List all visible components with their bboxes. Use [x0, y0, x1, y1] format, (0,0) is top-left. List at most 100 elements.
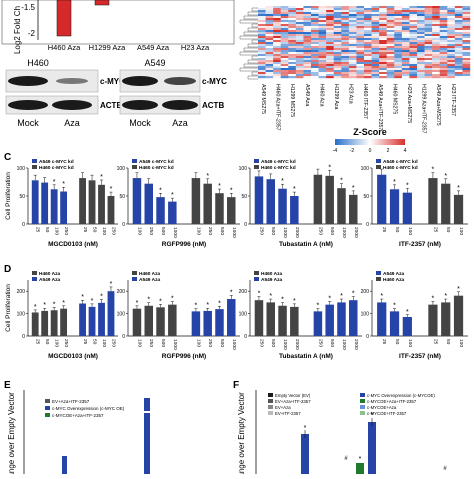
- heatmap-cell: [364, 8, 372, 11]
- heatmap-cell: [288, 48, 297, 51]
- heatmap-cell: [326, 34, 334, 37]
- heatmap-cell: [424, 52, 433, 55]
- heatmap-cell: [432, 28, 440, 31]
- heatmap-cell: [379, 42, 387, 45]
- significance-star: *: [444, 173, 447, 180]
- heatmap-cell: [295, 26, 304, 29]
- x-tick-label: 250: [317, 227, 323, 235]
- heatmap-cell: [303, 36, 312, 39]
- heatmap-cell: [341, 30, 350, 33]
- heatmap-cell: [401, 60, 410, 63]
- panel-f: Change over Empty Vector Empty Vector (E…: [237, 390, 447, 479]
- heatmap-cell: [447, 12, 456, 15]
- heatmap-cell: [379, 16, 387, 19]
- heatmap-cell: [432, 72, 440, 75]
- heatmap-cell: [265, 6, 274, 9]
- heatmap-cell: [280, 10, 289, 13]
- heatmap-cell: [348, 44, 357, 47]
- heatmap-cell: [401, 48, 410, 51]
- heatmap-cell: [462, 18, 471, 21]
- heatmap-cell: [417, 66, 425, 69]
- dendrogram-branch: [243, 63, 258, 68]
- bar: [441, 183, 451, 224]
- heatmap-cell: [311, 36, 319, 39]
- heatmap-cell: [265, 34, 274, 37]
- heatmap-cell: [341, 52, 350, 55]
- heatmap-cell: [258, 52, 266, 55]
- heatmap-cell: [303, 72, 312, 75]
- dendrogram-branch: [251, 39, 258, 44]
- heatmap-cell: [371, 46, 380, 49]
- heatmap-cell: [356, 52, 365, 55]
- heatmap-cell: [295, 14, 304, 17]
- heatmap-cell: [439, 30, 448, 33]
- heatmap-cell: [333, 26, 342, 29]
- x-axis-label: ITF-2357 (nM): [399, 353, 441, 360]
- heatmap-column-label: H460 Aza: [318, 84, 324, 107]
- heatmap-cell: [303, 58, 312, 61]
- heatmap-cell: [318, 24, 327, 27]
- heatmap-cell: [447, 32, 456, 35]
- heatmap-cell: [318, 20, 327, 23]
- significance-star: *: [340, 293, 343, 300]
- heatmap-cell: [394, 40, 403, 43]
- heatmap-cell: [462, 74, 471, 77]
- heatmap-cell: [356, 58, 365, 61]
- heatmap-cell: [409, 18, 418, 21]
- bar: [349, 194, 358, 224]
- heatmap-cell: [326, 40, 334, 43]
- y-axis-label: Cell Proliferation: [5, 172, 12, 220]
- heatmap-cell: [439, 64, 448, 67]
- heatmap-cell: [379, 34, 387, 37]
- legend-label: H460 c-MYC kd: [39, 165, 74, 171]
- heatmap-cell: [356, 30, 365, 33]
- blot-protein-label: ACTB: [100, 101, 122, 110]
- heatmap-cell: [409, 28, 418, 31]
- heatmap-cell: [379, 60, 387, 63]
- heatmap-cell: [424, 48, 433, 51]
- heatmap-cell: [348, 62, 357, 65]
- heatmap-cell: [303, 26, 312, 29]
- heatmap-cell: [462, 8, 471, 11]
- significance-star: *: [110, 186, 113, 193]
- heatmap-cell: [295, 16, 304, 19]
- heatmap-cell: [462, 70, 471, 73]
- heatmap-cell: [348, 72, 357, 75]
- heatmap-cell: [432, 54, 440, 57]
- heatmap-cell: [462, 44, 471, 47]
- heatmap-cell: [273, 14, 281, 17]
- bar: [254, 300, 264, 336]
- legend-label: H460 c-MYC kd: [383, 165, 418, 171]
- heatmap-cell: [394, 32, 403, 35]
- heatmap-cell: [288, 72, 297, 75]
- x-tick-label: 500: [160, 227, 166, 235]
- heatmap-cell: [371, 54, 380, 57]
- heatmap-cell: [280, 18, 289, 21]
- legend-label: A549 c-MYC kd: [139, 159, 174, 165]
- heatmap-cell: [311, 64, 319, 67]
- x-tick-label: 500: [160, 339, 166, 347]
- heatmap-cell: [454, 52, 463, 55]
- heatmap-cell: [288, 28, 297, 31]
- heatmap-cell: [333, 54, 342, 57]
- heatmap-cell: [311, 74, 319, 77]
- heatmap-cell: [401, 28, 410, 31]
- heatmap-cell: [417, 58, 425, 61]
- heatmap-cell: [432, 22, 440, 25]
- bar: [266, 179, 275, 224]
- heatmap-cell: [303, 32, 312, 35]
- heatmap-cell: [288, 52, 297, 55]
- heatmap-cell: [379, 18, 387, 21]
- heatmap-cell: [311, 8, 319, 11]
- heatmap-cell: [401, 8, 410, 11]
- bar: [98, 184, 105, 224]
- heatmap-cell: [462, 34, 471, 37]
- heatmap-cell: [311, 18, 319, 21]
- heatmap-cell: [417, 54, 425, 57]
- heatmap-cell: [303, 48, 312, 51]
- heatmap-cell: [432, 46, 440, 49]
- heatmap-cell: [386, 30, 395, 33]
- heatmap-cell: [371, 74, 380, 77]
- heatmap-cell: [371, 14, 380, 17]
